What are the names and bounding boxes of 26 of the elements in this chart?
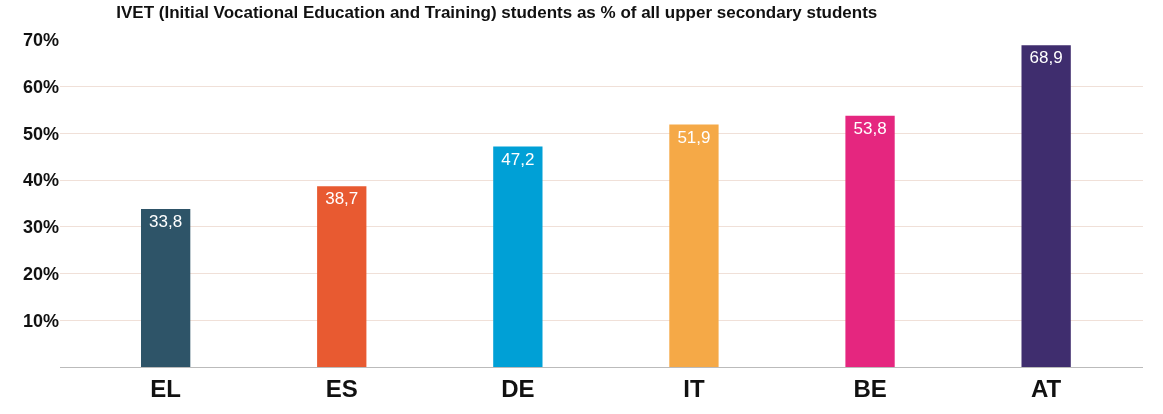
data-label: 53,8 <box>853 118 887 138</box>
data-label: 68,9 <box>1029 48 1063 68</box>
data-label: 33,8 <box>149 212 183 232</box>
data-label: 38,7 <box>325 189 359 209</box>
y-tick-label: 60% <box>22 77 59 98</box>
y-tick-label: 70% <box>22 30 59 51</box>
x-tick-label: ES <box>325 374 358 402</box>
bar <box>845 115 895 367</box>
bar <box>141 209 191 367</box>
y-tick-label: 10% <box>22 310 59 331</box>
x-tick-label: AT <box>1031 374 1062 402</box>
x-tick-label: EL <box>150 374 181 402</box>
x-tick-label: BE <box>853 374 887 402</box>
x-tick-label: IT <box>683 374 705 402</box>
bar <box>317 186 367 367</box>
data-label: 51,9 <box>677 127 711 147</box>
y-tick-label: 20% <box>22 263 59 284</box>
y-tick-label: 50% <box>22 123 59 144</box>
bar <box>669 124 719 367</box>
chart-title: IVET (Initial Vocational Education and Training) students as % of all upper secondary students <box>116 3 878 23</box>
y-tick-label: 30% <box>22 217 59 238</box>
x-tick-label: DE <box>501 374 535 402</box>
bar <box>1021 45 1071 367</box>
bar <box>493 146 543 367</box>
data-label: 47,2 <box>501 149 535 169</box>
y-tick-label: 40% <box>22 170 59 191</box>
